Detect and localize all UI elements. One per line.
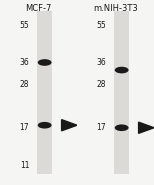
Text: 36: 36 [20,58,29,67]
Bar [114,11,129,174]
Text: 17: 17 [20,123,29,132]
Text: 28: 28 [20,80,29,89]
Text: 17: 17 [97,123,106,132]
Polygon shape [139,122,154,133]
Text: m.NIH-3T3: m.NIH-3T3 [93,4,138,13]
Text: 28: 28 [97,80,106,89]
Ellipse shape [38,59,52,66]
Bar [37,11,52,174]
Text: 55: 55 [97,21,106,30]
Text: 11: 11 [20,161,29,170]
Ellipse shape [38,122,52,129]
Ellipse shape [115,125,129,131]
Ellipse shape [115,67,129,73]
Text: 36: 36 [97,58,106,67]
Text: MCF-7: MCF-7 [25,4,52,13]
Polygon shape [62,120,77,131]
Text: 55: 55 [20,21,29,30]
